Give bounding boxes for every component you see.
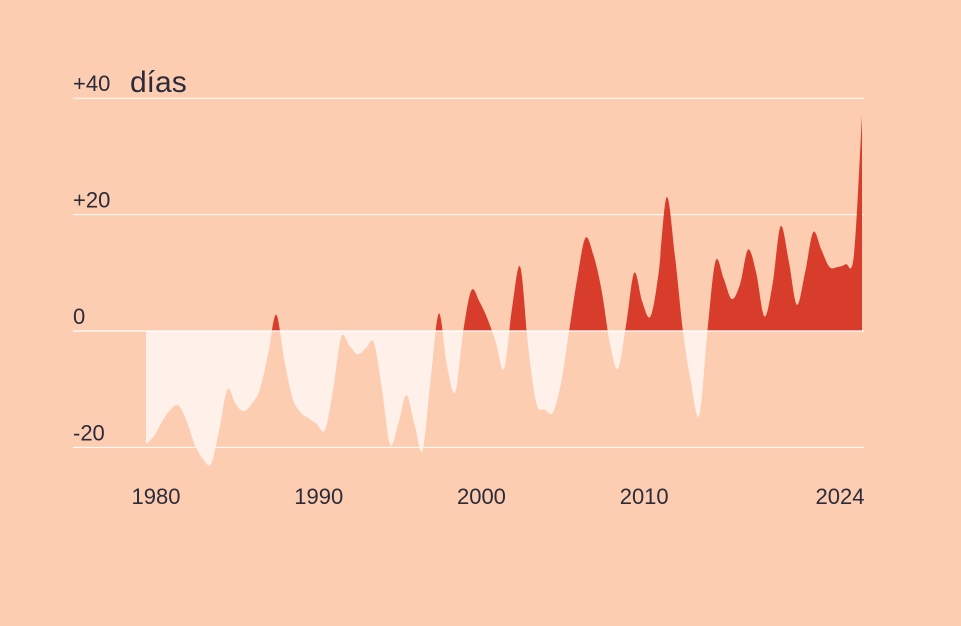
x-tick-label: 1990 (294, 484, 343, 509)
y-tick-label: 0 (73, 304, 85, 329)
x-tick-label: 2024 (816, 484, 865, 509)
x-tick-label: 2010 (620, 484, 669, 509)
negative-area (146, 331, 862, 466)
x-axis-labels: 1980 1990 2000 2010 2024 (132, 484, 865, 509)
x-tick-label: 2000 (457, 484, 506, 509)
y-tick-label: -20 (73, 420, 105, 445)
x-tick-label: 1980 (132, 484, 181, 509)
unit-label: días (130, 66, 187, 99)
y-axis-labels: +40 +20 0 -20 (73, 71, 110, 445)
positive-area (146, 115, 862, 331)
y-tick-label: +40 (73, 71, 110, 96)
y-tick-label: +20 (73, 188, 110, 213)
